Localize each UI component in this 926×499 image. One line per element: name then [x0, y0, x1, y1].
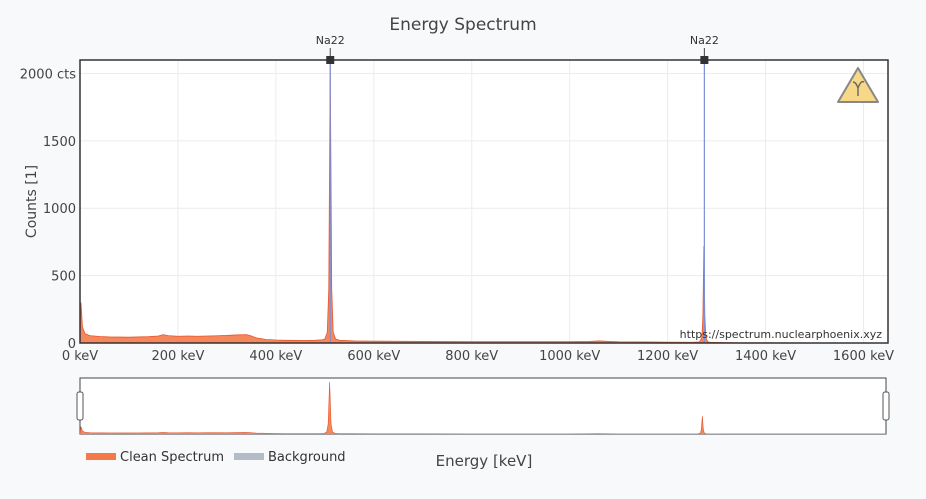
x-tick-label: 0 keV [62, 349, 98, 364]
peak-label: Na22 [316, 34, 345, 47]
range-handle-right[interactable] [882, 391, 890, 421]
y-tick-label: 1500 [43, 135, 76, 150]
y-tick-label: 1000 [43, 202, 76, 217]
x-tick-label: 1200 keV [637, 349, 698, 364]
x-axis-label: Energy [keV] [436, 452, 533, 470]
plot-area[interactable] [80, 60, 888, 343]
peak-label: Na22 [690, 34, 719, 47]
legend-swatch [234, 453, 264, 460]
x-tick-label: 600 keV [347, 349, 400, 364]
y-tick-label: 500 [51, 270, 76, 285]
range-slider[interactable] [79, 377, 887, 435]
legend-label: Background [268, 450, 346, 465]
legend-swatch [86, 453, 116, 460]
y-tick-label: 0 [68, 337, 76, 352]
x-tick-label: 1000 keV [539, 349, 600, 364]
chart-title: Energy Spectrum [389, 15, 536, 35]
gamma-radiation-icon [837, 67, 879, 103]
range-handle-left[interactable] [76, 391, 84, 421]
x-tick-label: 1600 keV [833, 349, 894, 364]
y-tick-label: 2000 cts [20, 67, 76, 82]
legend-item-clean-spectrum[interactable]: Clean Spectrum [86, 450, 224, 465]
y-axis-label: Counts [1] [24, 165, 40, 238]
watermark-link[interactable]: https://spectrum.nuclearphoenix.xyz [680, 328, 883, 341]
gamma-symbol [852, 80, 865, 96]
legend-item-background[interactable]: Background [234, 450, 346, 465]
x-tick-label: 800 keV [445, 349, 498, 364]
x-tick-label: 1400 keV [735, 349, 796, 364]
legend-label: Clean Spectrum [120, 450, 224, 465]
logo-triangle [837, 67, 879, 103]
x-tick-label: 200 keV [151, 349, 204, 364]
plot-border [79, 59, 889, 344]
range-slider-plot [80, 381, 886, 434]
x-tick-label: 400 keV [249, 349, 302, 364]
range-series-clean-spectrum [80, 381, 886, 434]
